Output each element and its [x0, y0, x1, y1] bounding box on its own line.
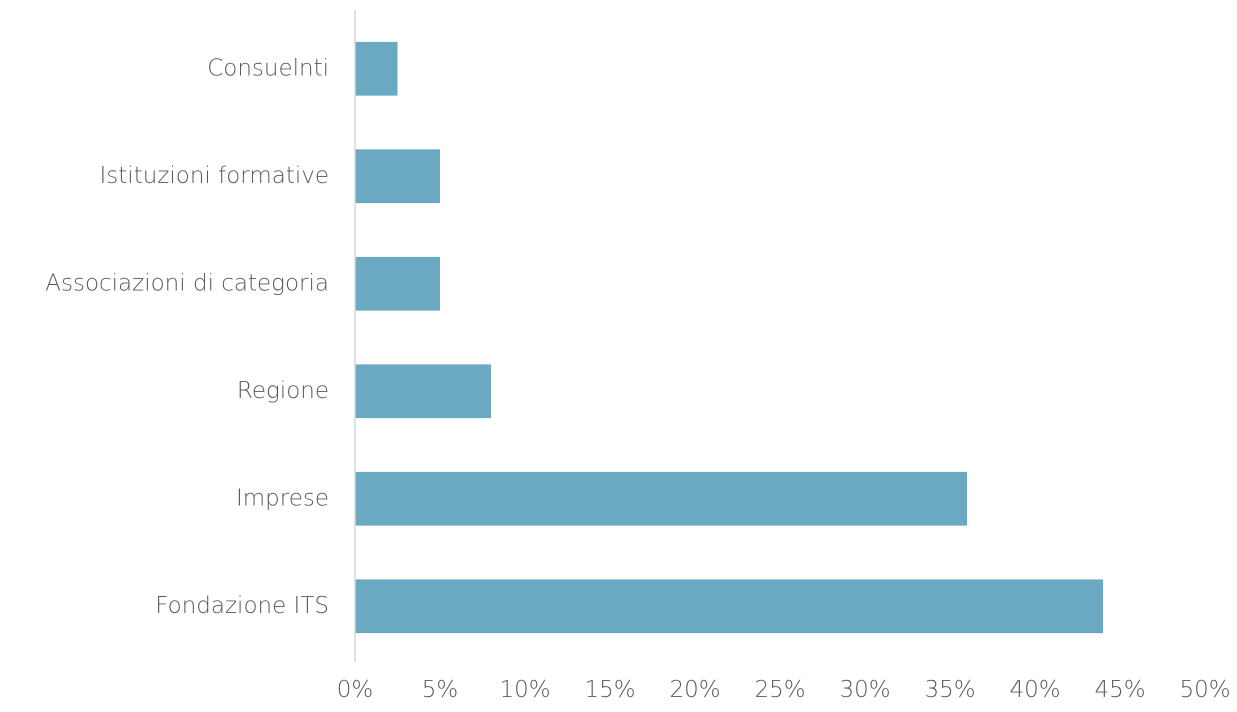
x-tick-label: 40% [1009, 677, 1060, 703]
x-tick-label: 25% [754, 677, 805, 703]
x-tick-label: 50% [1179, 677, 1230, 703]
bar [355, 364, 491, 419]
x-tick-label: 15% [584, 677, 635, 703]
bar [355, 41, 398, 96]
category-label: Istituzioni formative [100, 163, 329, 189]
x-tick-label: 20% [669, 677, 720, 703]
x-tick-label: 30% [839, 677, 890, 703]
x-tick-label: 10% [499, 677, 550, 703]
x-tick-label: 35% [924, 677, 975, 703]
x-tick-label: 5% [422, 677, 459, 703]
x-tick-labels: 0% 5% 10% 15% 20% 25% 30% 35% 40% 45% 50% [337, 677, 1231, 703]
category-labels: Consuelnti Istituzioni formative Associazi… [45, 55, 329, 619]
bars-group [355, 41, 1103, 634]
category-label: Associazioni di categoria [45, 270, 329, 296]
category-label: Imprese [236, 485, 329, 511]
category-label: Fondazione ITS [155, 593, 329, 619]
x-tick-label: 45% [1094, 677, 1145, 703]
bar [355, 256, 440, 311]
x-tick-label: 0% [337, 677, 374, 703]
bar [355, 579, 1103, 634]
category-label: Consuelnti [207, 55, 329, 81]
bar [355, 149, 440, 204]
bar [355, 471, 967, 526]
category-label: Regione [237, 378, 329, 404]
